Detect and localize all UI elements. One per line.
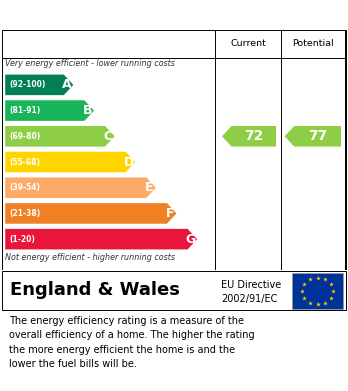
Text: (39-54): (39-54)	[9, 183, 40, 192]
Polygon shape	[5, 203, 176, 224]
Text: E: E	[145, 181, 153, 194]
Text: 72: 72	[244, 129, 263, 143]
Text: 77: 77	[308, 129, 327, 143]
Text: Potential: Potential	[292, 39, 334, 48]
Text: D: D	[124, 156, 134, 169]
Text: (92-100): (92-100)	[9, 81, 46, 90]
Text: (55-68): (55-68)	[9, 158, 40, 167]
Text: (21-38): (21-38)	[9, 209, 41, 218]
Text: (1-20): (1-20)	[9, 235, 35, 244]
Text: B: B	[83, 104, 92, 117]
Polygon shape	[5, 229, 197, 249]
Text: Current: Current	[230, 39, 266, 48]
Text: A: A	[62, 78, 72, 91]
Polygon shape	[5, 152, 135, 172]
Polygon shape	[5, 126, 114, 147]
Text: (69-80): (69-80)	[9, 132, 41, 141]
Polygon shape	[285, 126, 341, 147]
Text: Energy Efficiency Rating: Energy Efficiency Rating	[9, 7, 211, 23]
Text: 2002/91/EC: 2002/91/EC	[221, 294, 277, 303]
Text: The energy efficiency rating is a measure of the
overall efficiency of a home. T: The energy efficiency rating is a measur…	[9, 316, 254, 369]
Polygon shape	[5, 100, 94, 121]
Text: F: F	[166, 207, 174, 220]
Polygon shape	[222, 126, 276, 147]
Text: England & Wales: England & Wales	[10, 281, 180, 299]
Text: (81-91): (81-91)	[9, 106, 41, 115]
Text: Very energy efficient - lower running costs: Very energy efficient - lower running co…	[5, 59, 175, 68]
Text: G: G	[185, 233, 196, 246]
Polygon shape	[5, 178, 156, 198]
Polygon shape	[5, 75, 73, 95]
Text: C: C	[103, 130, 113, 143]
Text: Not energy efficient - higher running costs: Not energy efficient - higher running co…	[5, 253, 175, 262]
Bar	[292, 273, 343, 308]
Text: EU Directive: EU Directive	[221, 280, 281, 290]
